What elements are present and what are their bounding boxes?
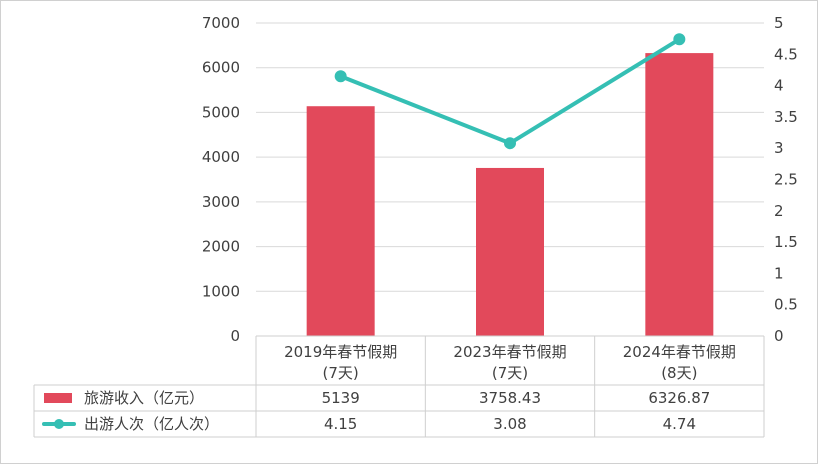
category-label: 2019年春节假期	[284, 343, 397, 361]
series-name: 旅游收入（亿元）	[84, 389, 204, 407]
legend-key-marker	[54, 419, 64, 429]
left-tick-label: 1000	[202, 282, 240, 300]
left-y-axis: 0 1000 2000 3000 4000 5000 6000 7000	[202, 14, 240, 345]
left-tick-label: 5000	[202, 103, 240, 121]
left-tick-label: 2000	[202, 238, 240, 256]
data-value: 6326.87	[648, 389, 710, 407]
data-value: 3.08	[493, 415, 526, 433]
category-label: (8天)	[661, 364, 697, 382]
category-label: 2023年春节假期	[453, 343, 566, 361]
bar	[645, 53, 714, 337]
data-value: 4.74	[663, 415, 696, 433]
line-series	[334, 33, 686, 150]
series-name: 出游人次（亿人次）	[84, 415, 219, 433]
line-point	[504, 137, 516, 150]
line-point	[334, 70, 347, 83]
left-tick-label: 0	[230, 327, 240, 345]
right-tick-label: 4.5	[774, 45, 798, 63]
right-tick-label: 3	[774, 139, 784, 157]
right-tick-label: 2.5	[774, 171, 798, 189]
data-value: 5139	[322, 389, 360, 407]
line-point	[673, 33, 686, 46]
legend-key-bar	[44, 393, 72, 403]
bar-series	[306, 53, 714, 337]
data-value: 4.15	[324, 415, 357, 433]
left-tick-label: 4000	[202, 148, 240, 166]
right-tick-label: 4	[774, 77, 784, 95]
data-value: 3758.43	[479, 389, 541, 407]
right-tick-label: 0.5	[774, 296, 798, 314]
right-tick-label: 2	[774, 202, 784, 220]
data-table: 2019年春节假期 (7天) 2023年春节假期 (7天) 2024年春节假期 (8天) 旅…	[33, 335, 765, 438]
right-y-axis: 0 0.5 1 1.5 2 2.5 3 3.5 4 4.5 5	[774, 14, 798, 345]
category-label: (7天)	[323, 364, 359, 382]
right-tick-label: 1	[774, 264, 784, 282]
category-label: 2024年春节假期	[623, 343, 736, 361]
left-tick-label: 7000	[202, 14, 240, 32]
right-tick-label: 5	[774, 14, 784, 32]
left-tick-label: 3000	[202, 193, 240, 211]
bar	[476, 167, 544, 336]
right-tick-label: 3.5	[774, 108, 798, 126]
bar	[306, 106, 375, 336]
right-tick-label: 0	[774, 327, 784, 345]
left-tick-label: 6000	[202, 59, 240, 77]
category-label: (7天)	[492, 364, 528, 382]
right-tick-label: 1.5	[774, 233, 798, 251]
